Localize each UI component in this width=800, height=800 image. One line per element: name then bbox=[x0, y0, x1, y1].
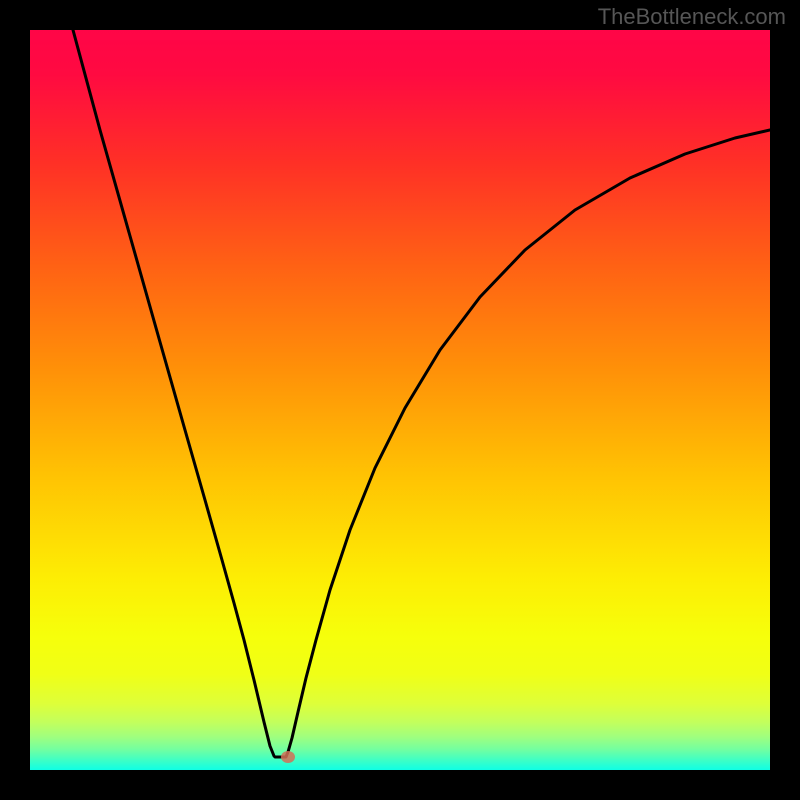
minimum-marker bbox=[281, 751, 295, 763]
curve-layer bbox=[30, 30, 770, 770]
watermark-text: TheBottleneck.com bbox=[598, 4, 786, 30]
bottleneck-curve bbox=[73, 30, 770, 757]
plot-area bbox=[30, 30, 770, 770]
